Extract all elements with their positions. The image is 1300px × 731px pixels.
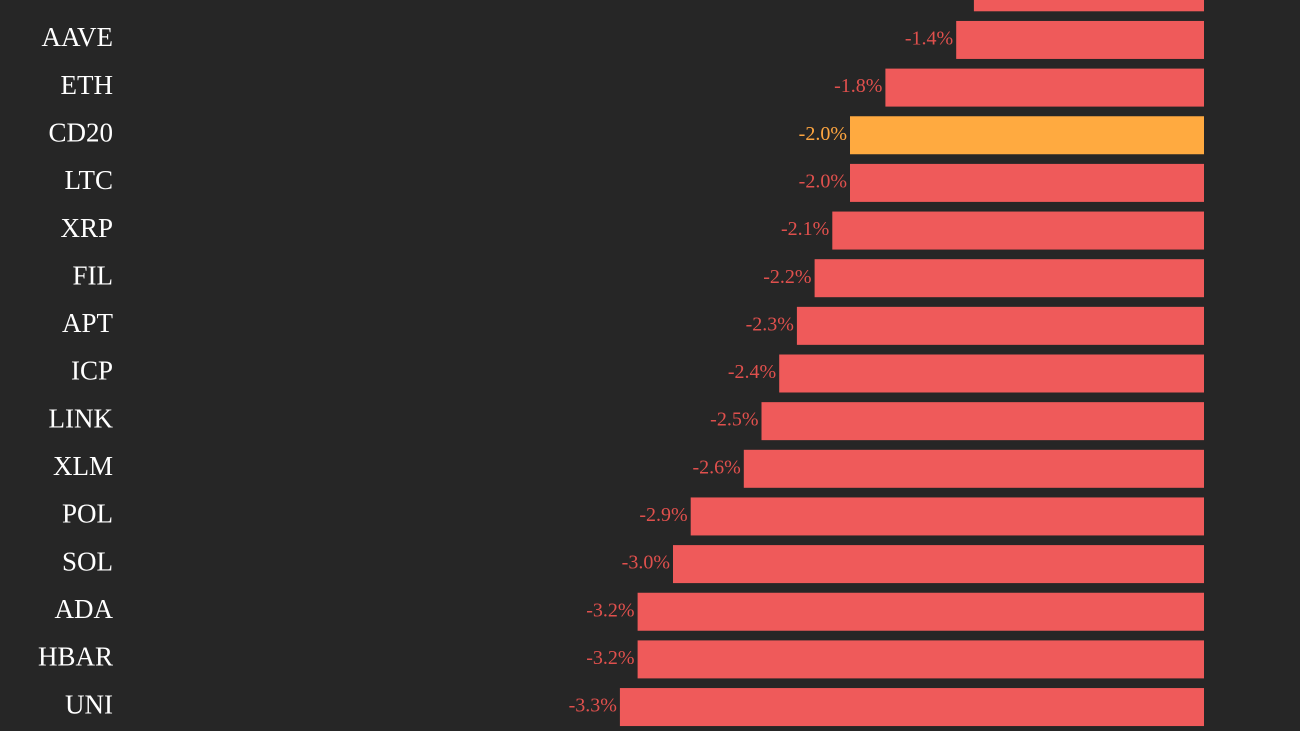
value-label: -2.6% bbox=[692, 456, 740, 478]
bar bbox=[637, 592, 1204, 631]
value-label: -2.3% bbox=[746, 313, 794, 335]
bar bbox=[743, 449, 1204, 488]
category-label: UNI bbox=[65, 689, 113, 719]
bar bbox=[690, 497, 1204, 536]
bar bbox=[885, 68, 1204, 107]
category-label: SOL bbox=[62, 546, 113, 576]
category-label: XLM bbox=[53, 451, 113, 481]
category-label: ICP bbox=[71, 356, 113, 386]
bar bbox=[832, 211, 1204, 250]
value-label: -3.0% bbox=[622, 552, 670, 574]
value-label: -2.1% bbox=[781, 218, 829, 240]
value-label: -2.5% bbox=[710, 409, 758, 431]
value-label: -2.4% bbox=[728, 361, 776, 383]
category-label: LINK bbox=[49, 403, 114, 433]
category-label: FIL bbox=[73, 260, 114, 290]
bar bbox=[619, 688, 1204, 727]
category-label: DOT bbox=[58, 0, 114, 5]
bar bbox=[779, 354, 1204, 393]
value-label: -2.2% bbox=[763, 266, 811, 288]
category-label: ADA bbox=[55, 594, 114, 624]
bar bbox=[850, 163, 1204, 202]
value-label: -2.0% bbox=[799, 123, 847, 145]
category-label: POL bbox=[62, 499, 113, 529]
bar bbox=[673, 545, 1204, 584]
value-label: -1.8% bbox=[834, 75, 882, 97]
category-label: XRP bbox=[60, 213, 113, 243]
bar bbox=[850, 116, 1204, 155]
value-label: -2.9% bbox=[639, 504, 687, 526]
bar bbox=[814, 259, 1204, 298]
bar bbox=[761, 402, 1204, 441]
category-label: AAVE bbox=[41, 22, 113, 52]
value-label: -1.3% bbox=[923, 0, 971, 2]
category-label: ETH bbox=[61, 70, 113, 100]
bar bbox=[973, 0, 1204, 12]
category-label: LTC bbox=[64, 165, 113, 195]
value-label: -3.2% bbox=[586, 647, 634, 669]
category-label: CD20 bbox=[48, 117, 113, 147]
category-label: APT bbox=[62, 308, 114, 338]
value-label: -3.2% bbox=[586, 599, 634, 621]
bar bbox=[956, 20, 1204, 59]
value-label: -3.3% bbox=[569, 695, 617, 717]
bar bbox=[796, 306, 1204, 345]
value-label: -2.0% bbox=[799, 170, 847, 192]
value-label: -1.4% bbox=[905, 28, 953, 50]
bar bbox=[637, 640, 1204, 679]
category-label: HBAR bbox=[38, 642, 113, 672]
